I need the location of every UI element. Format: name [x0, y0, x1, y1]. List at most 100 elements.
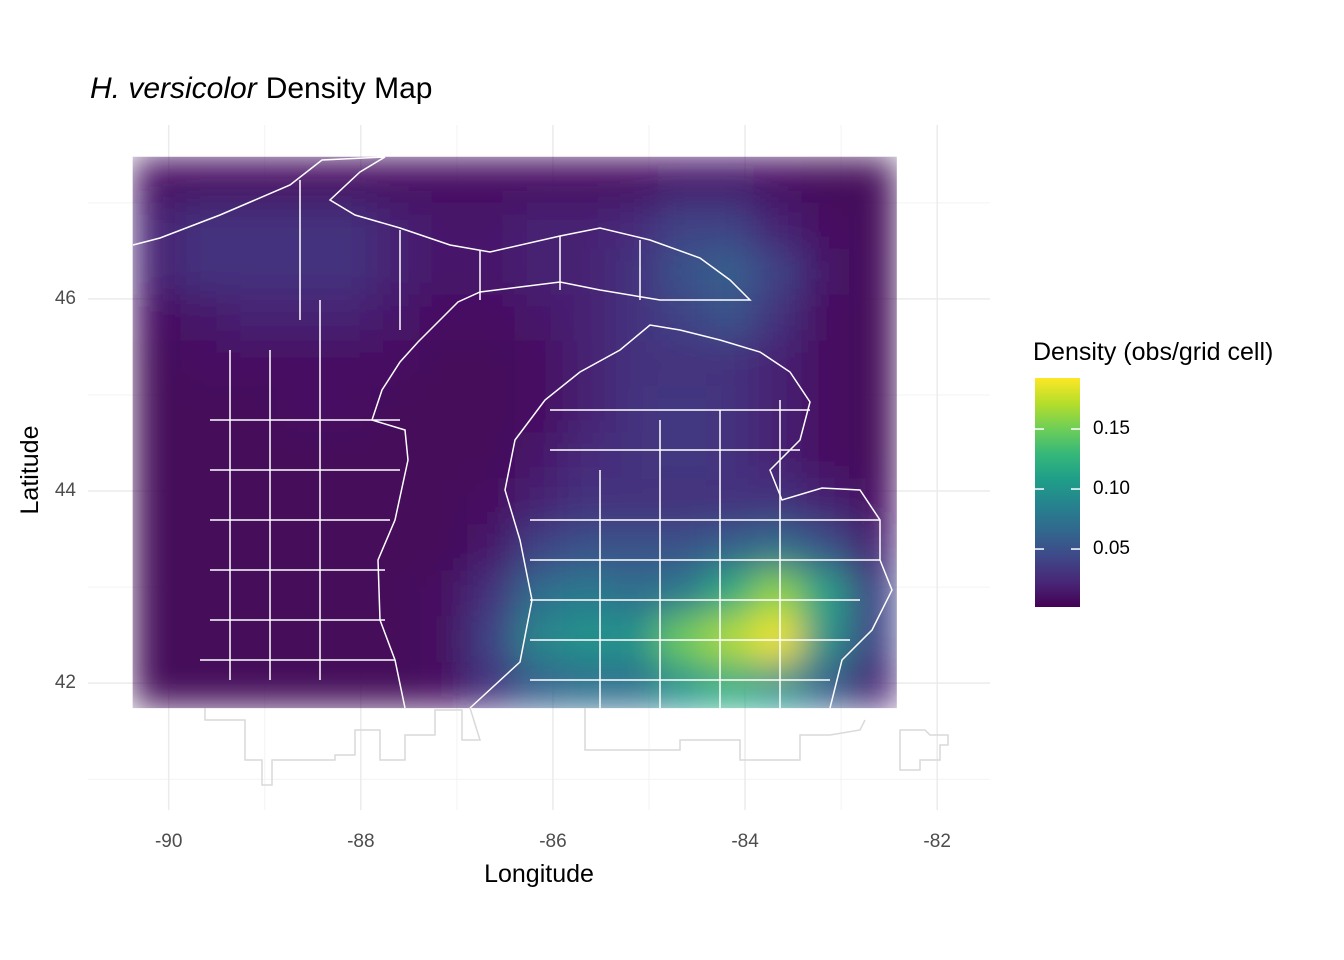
density-cell: [466, 570, 516, 617]
legend: 0.05 0.10 0.15: [1035, 378, 1130, 607]
density-cell: [658, 156, 707, 204]
density-cell: [228, 570, 277, 617]
density-cell: [610, 294, 659, 342]
density-cell: [849, 570, 897, 617]
density-cell: [371, 524, 420, 571]
density-cell: [132, 386, 181, 433]
legend-tick-label: 0.05: [1093, 538, 1130, 559]
y-tick-label: 46: [55, 288, 76, 309]
density-cell: [419, 478, 468, 525]
density-cell: [228, 386, 277, 433]
density-cell: [323, 662, 372, 709]
density-cell: [514, 478, 564, 525]
density-cell: [180, 616, 229, 663]
density-cell: [323, 616, 372, 663]
density-cell: [849, 202, 897, 250]
density-cell: [132, 202, 181, 250]
density-cell: [371, 156, 420, 204]
density-cell: [849, 294, 897, 342]
density-cell: [514, 570, 564, 617]
density-cell: [323, 248, 372, 296]
density-cell: [371, 616, 420, 663]
density-cell: [562, 570, 611, 617]
density-cell: [371, 386, 420, 433]
density-cell: [419, 248, 468, 296]
density-cell: [180, 340, 229, 387]
density-cell: [132, 156, 181, 204]
county-lines: [200, 180, 880, 708]
density-cell: [323, 156, 372, 204]
state-outlines: [132, 156, 893, 709]
upper-peninsula: [132, 156, 752, 709]
density-cell: [801, 156, 850, 204]
title-rest: Density Map: [266, 72, 433, 105]
density-cell: [562, 248, 611, 296]
density-cell: [705, 294, 755, 342]
density-cell: [132, 524, 181, 571]
density-cell: [323, 432, 372, 479]
density-cell: [466, 386, 516, 433]
density-cell: [466, 202, 516, 250]
density-cell: [562, 202, 611, 250]
density-cell: [132, 248, 181, 296]
density-cell: [705, 248, 755, 296]
density-cell: [562, 524, 611, 571]
density-cell: [419, 202, 468, 250]
border-south: [204, 707, 949, 786]
density-cell: [275, 662, 325, 709]
legend-tick-label: 0.15: [1093, 418, 1130, 439]
density-cell: [228, 616, 277, 663]
density-cell: [705, 432, 755, 479]
density-cell: [753, 156, 802, 204]
density-cell: [228, 156, 277, 204]
density-cell: [753, 478, 802, 525]
density-cell: [180, 570, 229, 617]
x-tick-label: -86: [539, 831, 566, 852]
density-cell: [801, 248, 850, 296]
y-axis-title: Latitude: [16, 426, 44, 515]
density-cell: [180, 202, 229, 250]
density-cell: [275, 616, 325, 663]
x-tick-label: -84: [731, 831, 759, 852]
density-cell: [705, 524, 755, 571]
density-cell: [801, 662, 850, 709]
density-cell: [228, 662, 277, 709]
y-tick-label: 42: [55, 672, 76, 693]
density-cell: [371, 202, 420, 250]
density-cell: [466, 248, 516, 296]
density-cell: [132, 340, 181, 387]
density-cell: [753, 570, 802, 617]
density-cell: [514, 248, 564, 296]
axes: -90 -88 -86 -84 -82 42 44 46: [55, 288, 951, 852]
density-cell: [514, 524, 564, 571]
density-cell: [801, 294, 850, 342]
density-cell: [658, 524, 707, 571]
title-italic: H. versicolor: [90, 72, 258, 105]
density-cell: [228, 248, 277, 296]
density-cell: [705, 202, 755, 250]
density-cell: [371, 662, 420, 709]
density-cell: [180, 156, 229, 204]
density-cell: [801, 202, 850, 250]
density-cell: [705, 662, 755, 709]
density-cell: [849, 432, 897, 479]
density-cell: [801, 524, 850, 571]
x-tick-label: -82: [923, 831, 950, 852]
density-cell: [132, 616, 181, 663]
raster: [132, 156, 897, 709]
density-cell: [323, 386, 372, 433]
density-cell: [180, 524, 229, 571]
density-cell: [849, 662, 897, 709]
density-cell: [658, 432, 707, 479]
density-cell: [466, 662, 516, 709]
density-cell: [849, 616, 897, 663]
density-cell: [610, 202, 659, 250]
density-cell: [562, 156, 611, 204]
density-cell: [419, 156, 468, 204]
density-cell: [275, 478, 325, 525]
density-cell: [610, 432, 659, 479]
density-cell: [466, 616, 516, 663]
density-cell: [658, 202, 707, 250]
outside-borders: [204, 707, 949, 786]
density-cell: [849, 248, 897, 296]
